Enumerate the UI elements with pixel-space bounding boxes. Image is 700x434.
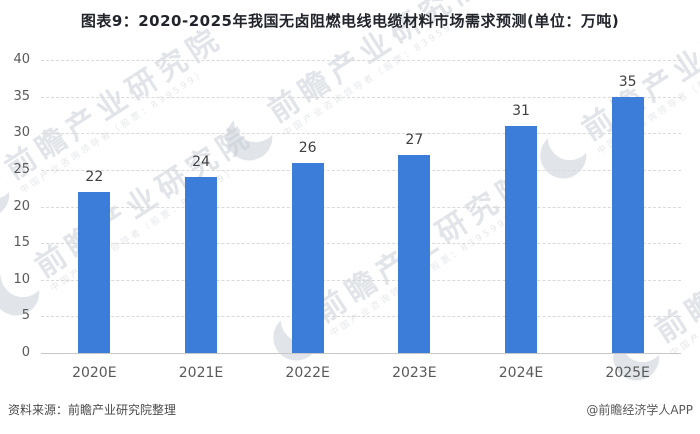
x-axis-category-label: 2022E <box>285 365 330 381</box>
gridline <box>41 60 681 61</box>
bar <box>398 155 431 353</box>
gridline <box>41 316 681 318</box>
bar-value-label: 22 <box>85 168 104 185</box>
credit-note: @前瞻经济学人APP <box>586 402 693 417</box>
x-axis-category-label: 2024E <box>498 365 544 381</box>
bar <box>185 177 217 353</box>
x-axis-category-label: 2023E <box>392 365 437 381</box>
bar-value-label: 26 <box>298 139 317 156</box>
y-axis-tick-label: 25 <box>13 161 30 177</box>
x-axis-category-label: 2021E <box>178 365 224 381</box>
y-axis-tick-label: 0 <box>21 345 30 360</box>
bar <box>505 125 537 353</box>
y-axis-tick-label: 20 <box>13 198 30 214</box>
y-axis-tick-label: 15 <box>13 235 30 251</box>
y-axis-tick-label: 40 <box>13 52 30 67</box>
gridline <box>41 96 681 98</box>
bar-value-label: 35 <box>618 73 637 90</box>
gridline <box>41 206 681 208</box>
chart-title: 图表9：2020-2025年我国无卤阻燃电线电缆材料市场需求预测(单位：万吨) <box>80 12 620 30</box>
footer: 资料来源：前瞻产业研究院整理 @前瞻经济学人APP <box>8 400 693 418</box>
source-note: 资料来源：前瞻产业研究院整理 <box>8 402 177 417</box>
y-axis-tick-label: 35 <box>13 88 30 104</box>
y-axis-tick-label: 10 <box>13 271 30 287</box>
x-axis-category-label: 2020E <box>72 365 117 381</box>
gridline <box>41 169 681 171</box>
bar-value-label: 31 <box>512 102 530 119</box>
bar-value-label: 27 <box>405 132 424 149</box>
gridline <box>41 279 681 281</box>
bar-value-label: 24 <box>192 154 210 171</box>
bar <box>611 96 644 353</box>
y-axis-tick-label: 5 <box>21 308 30 324</box>
bar <box>291 162 324 353</box>
bar <box>78 191 111 353</box>
y-axis-tick-label: 30 <box>13 125 30 141</box>
gridline <box>41 133 681 135</box>
gridline <box>41 243 681 245</box>
x-axis-line <box>41 353 681 354</box>
x-axis-category-label: 2025E <box>605 365 650 381</box>
